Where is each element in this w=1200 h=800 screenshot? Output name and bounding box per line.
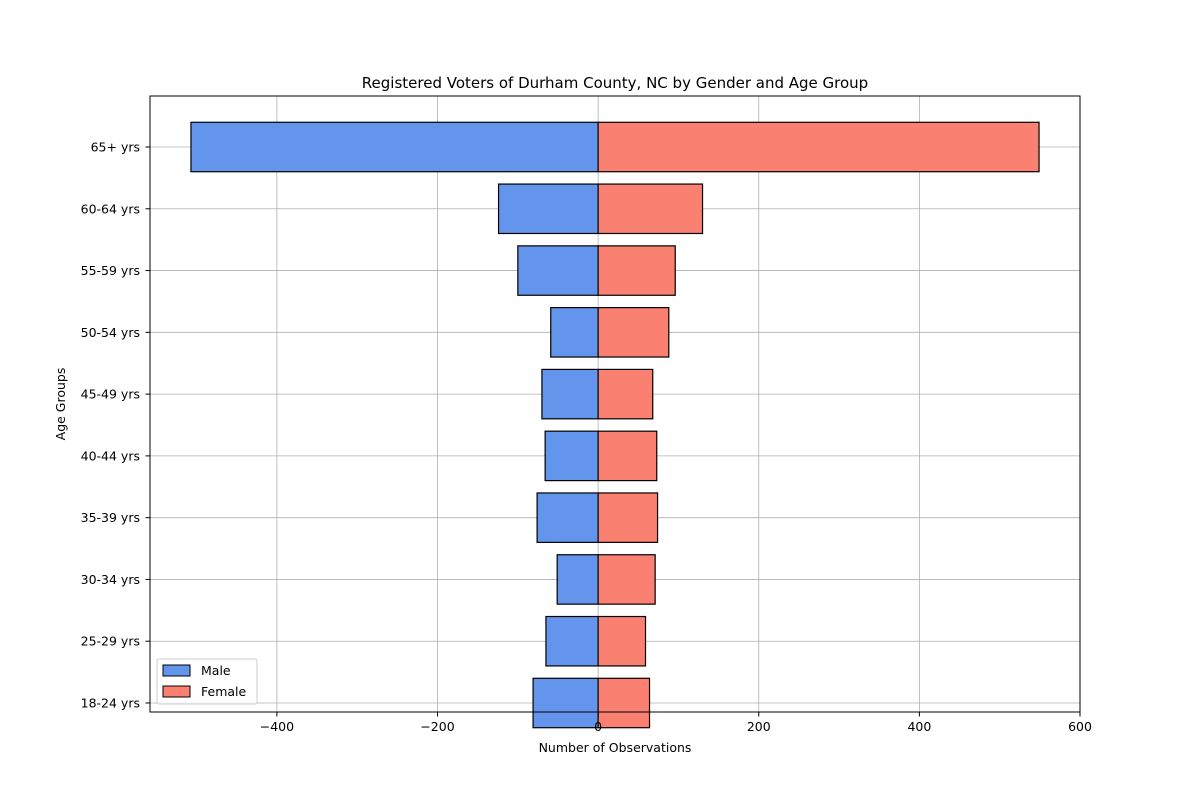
bar-female-30-34-yrs (597, 554, 656, 605)
y-tick-label: 55-59 yrs (81, 263, 140, 278)
x-axis-label: Number of Observations (539, 740, 692, 755)
bar-male-65-yrs (190, 121, 599, 173)
x-ticks: −400 −200 0 200 400 600 (260, 712, 1092, 734)
bar-male-60-64-yrs (497, 183, 599, 235)
legend-swatch-male (162, 664, 191, 677)
bar-female-25-29-yrs (597, 615, 647, 667)
x-tick-label: 0 (594, 719, 602, 734)
bar-female-35-39-yrs (597, 492, 659, 543)
bar-female-55-59-yrs (597, 245, 676, 296)
plot-frame (149, 95, 1081, 713)
y-tick-label: 40-44 yrs (81, 448, 140, 463)
y-tick-label: 35-39 yrs (81, 510, 140, 525)
bar-female-40-44-yrs (597, 430, 658, 482)
y-tick-label: 45-49 yrs (81, 387, 140, 402)
bar-male-55-59-yrs (517, 245, 599, 296)
y-tick-label: 60-64 yrs (81, 201, 140, 216)
x-tick-label: 200 (747, 719, 771, 734)
bar-female-60-64-yrs (597, 183, 704, 235)
y-tick-label: 50-54 yrs (81, 325, 140, 340)
bar-male-40-44-yrs (544, 430, 599, 482)
y-tick-label: 18-24 yrs (81, 696, 140, 711)
bar-female-65-yrs (597, 121, 1040, 173)
x-tick-label: −400 (260, 719, 294, 734)
bar-female-45-49-yrs (597, 368, 654, 420)
x-tick-label: 600 (1068, 719, 1092, 734)
chart-title: Registered Voters of Durham County, NC b… (362, 74, 868, 92)
legend-label-female: Female (201, 684, 247, 699)
y-tick-label: 65+ yrs (91, 140, 140, 155)
bar-male-18-24-yrs (532, 677, 599, 729)
x-tick-label: 400 (907, 719, 931, 734)
bar-male-45-49-yrs (541, 368, 599, 420)
legend-label-male: Male (201, 663, 231, 678)
bar-female-18-24-yrs (597, 677, 651, 729)
y-tick-label: 25-29 yrs (81, 634, 140, 649)
bars-layer (190, 121, 1040, 729)
y-ticks: 18-24 yrs 25-29 yrs 30-34 yrs 35-39 yrs 40-4… (81, 140, 150, 711)
x-tick-label: −200 (420, 719, 454, 734)
bar-female-50-54-yrs (597, 307, 670, 358)
legend-swatch-female (162, 685, 191, 698)
bar-male-35-39-yrs (536, 492, 599, 543)
bar-male-25-29-yrs (545, 615, 599, 667)
bar-male-30-34-yrs (556, 554, 599, 605)
legend: Male Female (156, 658, 258, 705)
y-tick-label: 30-34 yrs (81, 572, 140, 587)
bar-male-50-54-yrs (550, 307, 599, 358)
y-axis-label: Age Groups (53, 368, 68, 441)
